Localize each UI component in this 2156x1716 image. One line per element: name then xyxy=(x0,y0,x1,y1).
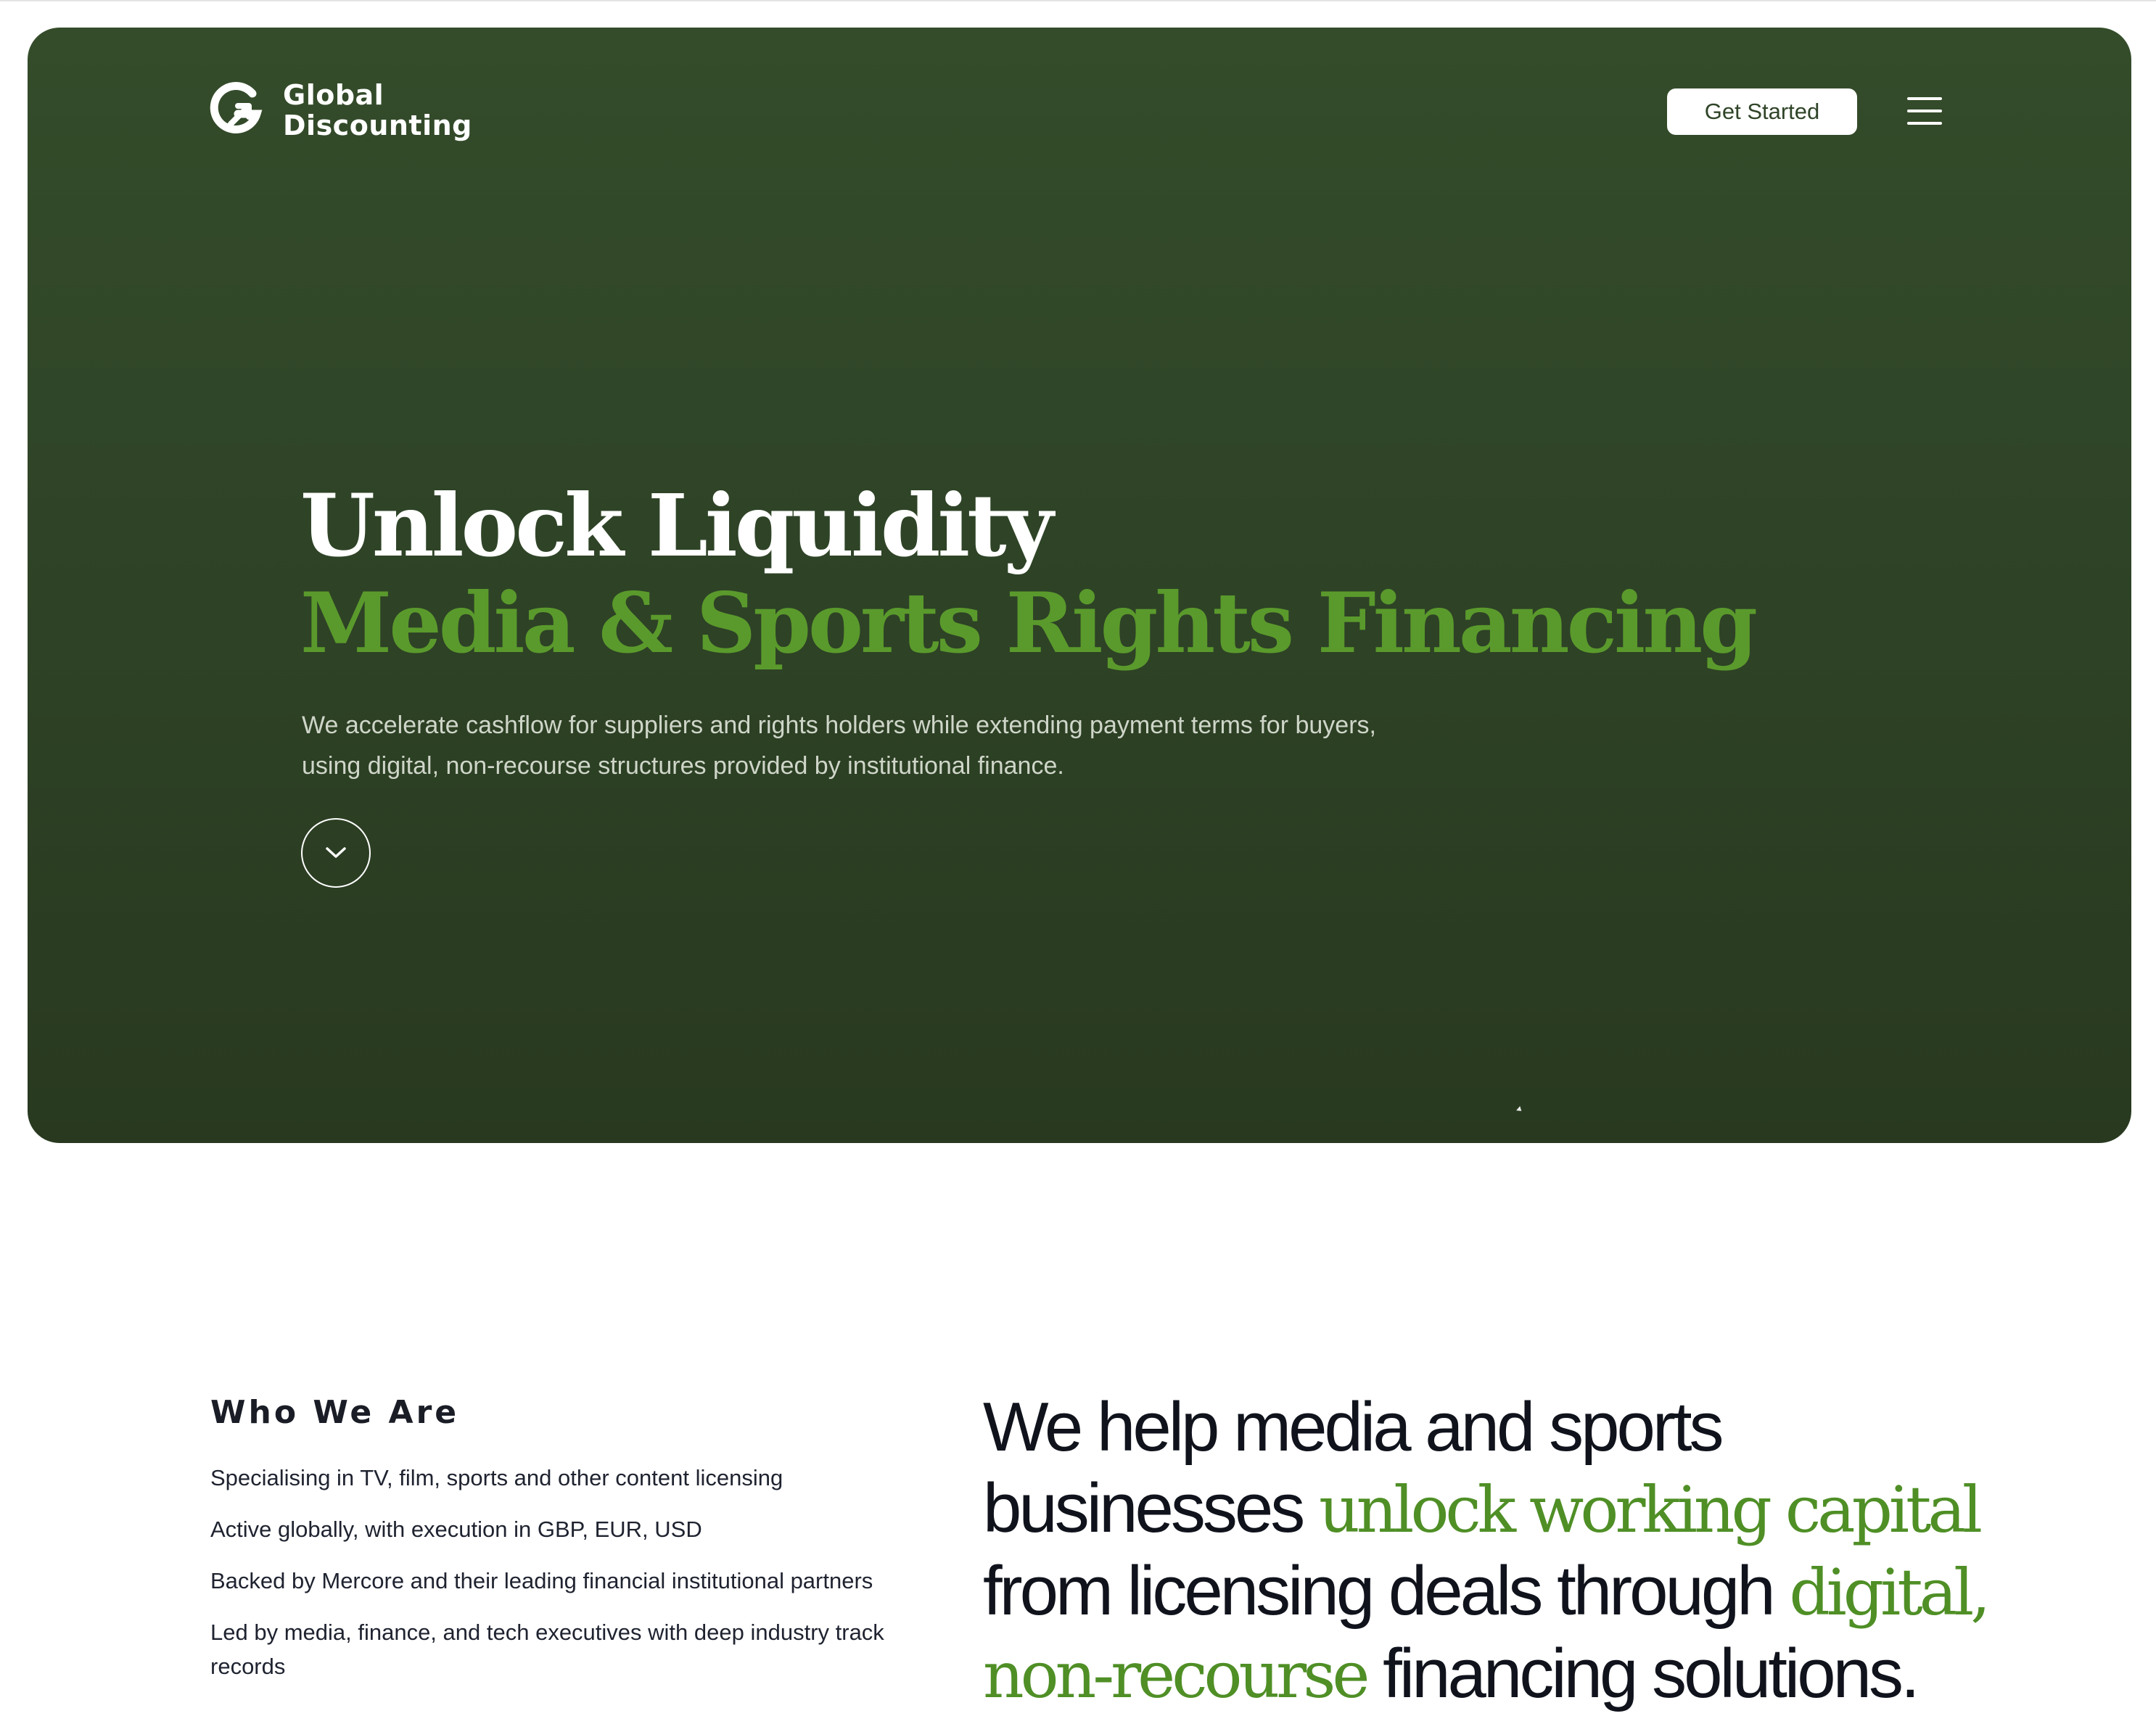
scroll-down-button[interactable] xyxy=(301,818,371,888)
list-item: Backed by Mercore and their leading fina… xyxy=(210,1568,873,1593)
brand-name-line2: Discounting xyxy=(283,110,472,141)
brand-name-line1: Global xyxy=(283,79,384,111)
brand-logo[interactable]: Global Discounting xyxy=(209,80,472,141)
page-top-border xyxy=(0,0,2156,1)
hamburger-menu-icon[interactable] xyxy=(1907,96,1942,126)
statement-part2: from licensing deals through xyxy=(983,1552,1790,1630)
global-discounting-logo-icon xyxy=(210,82,263,133)
hero-subtitle: We accelerate cashflow for suppliers and… xyxy=(302,711,1376,780)
get-started-button[interactable]: Get Started xyxy=(1667,88,1857,135)
hero-title: Unlock Liquidity Media & Sports Rights F… xyxy=(300,475,1758,672)
mission-statement: We help media and sports businesses unlo… xyxy=(983,1387,1999,1716)
chevron-down-icon xyxy=(326,847,346,858)
who-we-are-heading: Who We Are xyxy=(210,1394,460,1431)
menu-bar xyxy=(1907,122,1942,125)
hero-title-line1: Unlock Liquidity xyxy=(300,475,1053,576)
list-item: Active globally, with execution in GBP, … xyxy=(210,1517,702,1542)
who-we-are-list: Specialising in TV, film, sports and oth… xyxy=(210,1461,892,1683)
mouse-cursor-icon xyxy=(1516,1106,1523,1113)
statement-highlight1: unlock working capital xyxy=(1318,1472,1983,1547)
brand-name: Global Discounting xyxy=(283,80,472,141)
hero-title-line2: Media & Sports Rights Financing xyxy=(300,574,1758,672)
list-item: Led by media, finance, and tech executiv… xyxy=(210,1620,884,1679)
menu-bar xyxy=(1907,110,1942,112)
list-item: Specialising in TV, film, sports and oth… xyxy=(210,1465,783,1490)
statement-part3: financing solutions. xyxy=(1366,1635,1920,1712)
statement-part1: We help media and sports businesses xyxy=(983,1388,1724,1547)
menu-bar xyxy=(1907,97,1942,100)
hero-section: Global Discounting Get Started Unlock Li… xyxy=(28,28,2131,1143)
who-we-are-section: Who We Are Specialising in TV, film, spo… xyxy=(210,1393,892,1701)
